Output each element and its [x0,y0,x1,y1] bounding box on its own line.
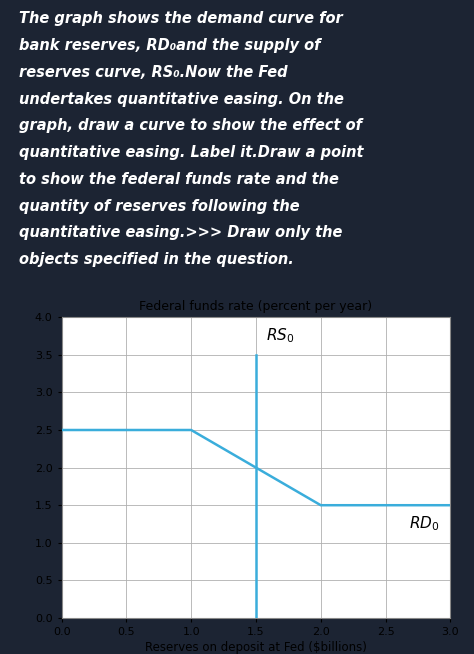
Text: quantity of reserves following the: quantity of reserves following the [19,199,300,214]
Text: quantitative easing.>>> Draw only the: quantitative easing.>>> Draw only the [19,226,342,240]
Text: $RD_0$: $RD_0$ [409,515,439,534]
Text: quantitative easing. Label it.Draw a point: quantitative easing. Label it.Draw a poi… [19,145,364,160]
Text: The graph shows the demand curve for: The graph shows the demand curve for [19,11,343,26]
Text: objects specified in the question.: objects specified in the question. [19,252,294,267]
X-axis label: Reserves on deposit at Fed ($billions): Reserves on deposit at Fed ($billions) [145,641,367,654]
Title: Federal funds rate (percent per year): Federal funds rate (percent per year) [139,300,373,313]
Text: $RS_0$: $RS_0$ [266,326,295,345]
Text: bank reserves, RD₀and the supply of: bank reserves, RD₀and the supply of [19,38,320,53]
Text: to show the federal funds rate and the: to show the federal funds rate and the [19,172,339,187]
Text: graph, draw a curve to show the effect of: graph, draw a curve to show the effect o… [19,118,362,133]
Text: reserves curve, RS₀.Now the Fed: reserves curve, RS₀.Now the Fed [19,65,288,80]
Text: undertakes quantitative easing. On the: undertakes quantitative easing. On the [19,92,344,107]
